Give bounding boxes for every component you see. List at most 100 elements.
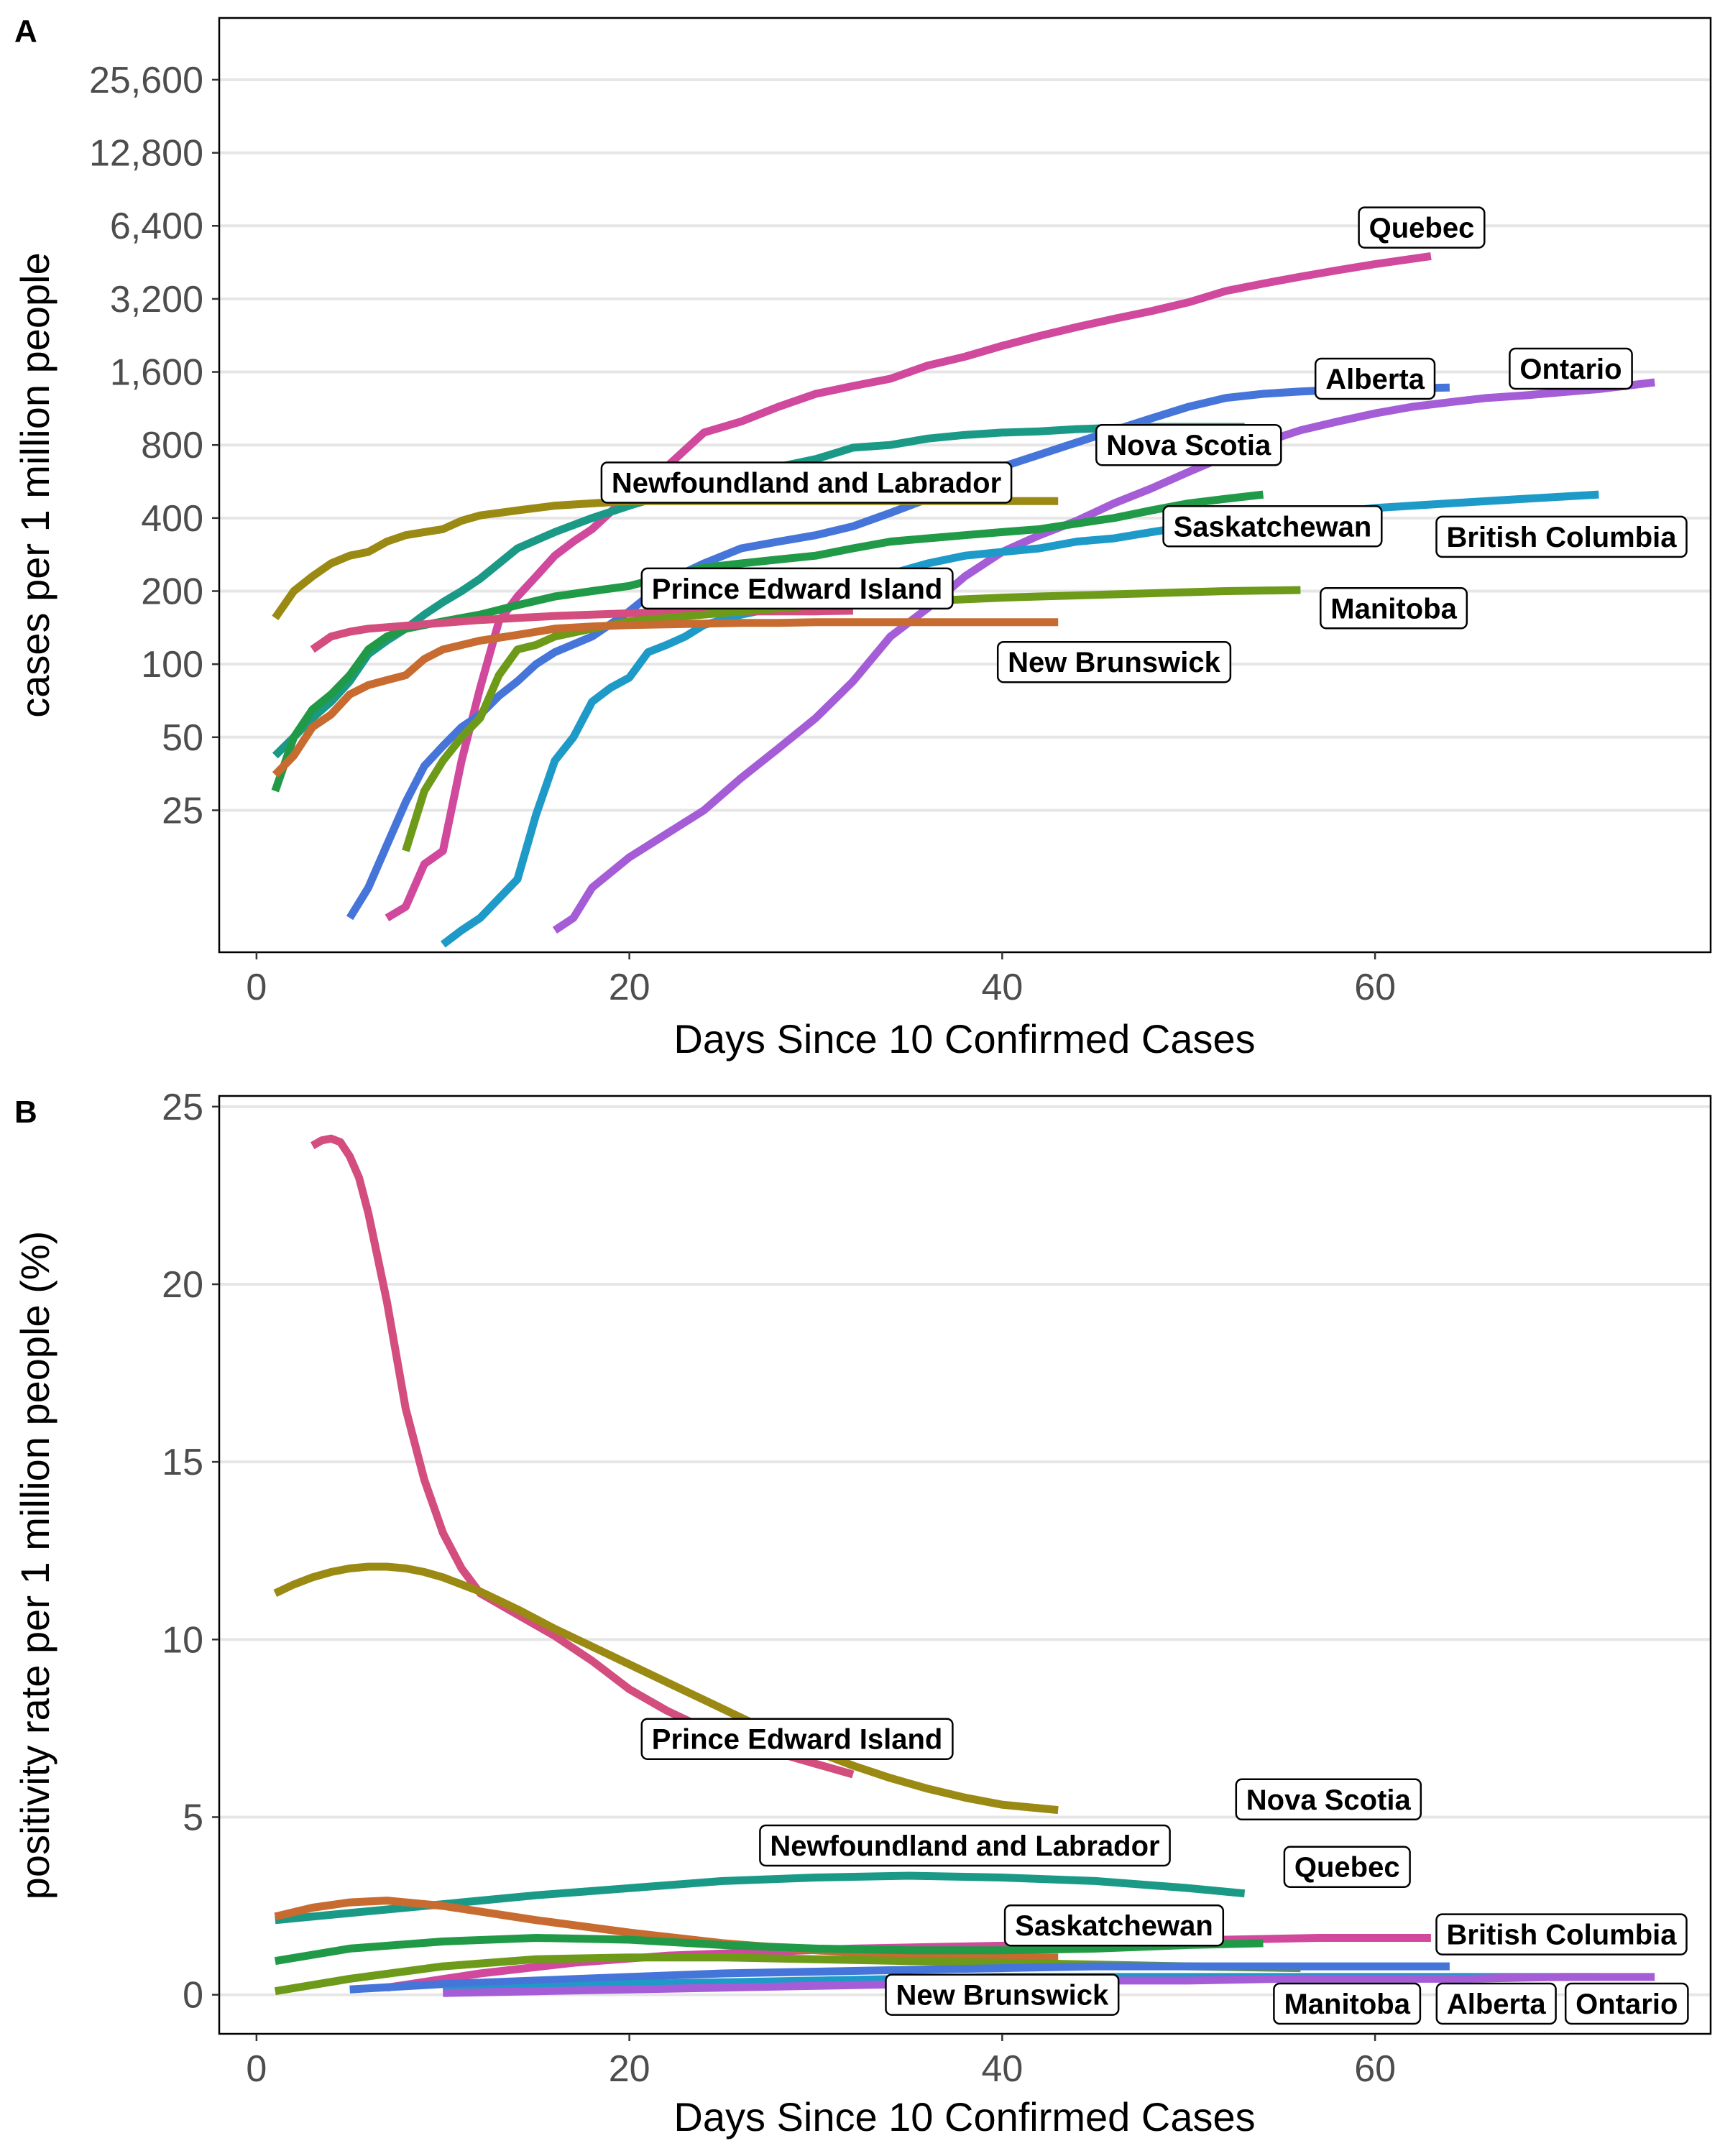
panel-b-label-text: Manitoba [1284,1989,1410,2020]
panel-b-label-text: New Brunswick [896,1980,1109,2012]
panel-a: A 25501002004008001,6003,2006,40012,8002… [12,14,1712,1061]
panel-b-label-ontario: Ontario [1564,1982,1689,2025]
panel-a-y-tick-label: 400 [141,498,203,540]
panel-a-label-text: New Brunswick [1008,647,1220,678]
panel-b: B 0 5 10 15 20 25 0 20 40 60 Prince Edward Islan… [12,1087,1712,2139]
panel-a-label-newfoundland-and-labrador: Newfoundland and Labrador [600,461,1013,504]
panel-b-label-text: Quebec [1294,1852,1400,1884]
panel-b-label-text: Saskatchewan [1015,1910,1213,1942]
panel-b-label-text: Prince Edward Island [652,1724,943,1756]
panel-b-y-tick-label: 5 [183,1797,203,1838]
panel-b-label-text: Newfoundland and Labrador [770,1830,1159,1862]
panel-a-series-new-brunswick [272,618,1059,778]
panel-b-label-box [1273,1982,1422,2025]
panel-b-label-box [1564,1982,1689,2025]
panel-b-label-nova-scotia: Nova Scotia [1235,1778,1422,1821]
panel-a-x-tick-label: 40 [981,967,1023,1008]
panel-b-x-tick-label: 0 [246,2048,267,2090]
panel-b-label-saskatchewan: Saskatchewan [1003,1904,1225,1947]
panel-a-label-box [996,640,1232,683]
panel-a-label-nova-scotia: Nova Scotia [1095,423,1282,466]
panel-b-y-tick-label: 25 [162,1087,203,1128]
panel-b-label-newfoundland-and-labrador: Newfoundland and Labrador [759,1824,1171,1867]
panel-b-label-box [885,1973,1120,2016]
panel-a-label-british-columbia: British Columbia [1435,515,1688,558]
panel-a-series-alberta [346,383,1450,921]
panel-a-labels: Quebec Ontario Alberta British Columbia Nova… [600,206,1688,683]
panel-b-label-box [1003,1904,1225,1947]
panel-b-series-saskatchewan [274,1934,1264,1966]
panel-a-label-box [640,567,954,610]
panel-b-x-tick-label: 40 [981,2048,1023,2090]
panel-a-label-saskatchewan: Saskatchewan [1162,505,1383,548]
panel-a-label-text: Quebec [1369,213,1475,244]
panel-a-label-new-brunswick: New Brunswick [996,640,1232,683]
panel-a-label-box [1162,505,1383,548]
panel-b-y-ticks: 0 5 10 15 20 25 [162,1087,219,2017]
panel-b-label-box [1283,1846,1411,1888]
panel-a-label-text: British Columbia [1446,522,1677,553]
panel-a-label-box [600,461,1013,504]
panel-a-y-tick-label: 1,600 [110,352,203,394]
panel-a-label-text: Saskatchewan [1174,511,1372,543]
panel-a-frame [218,17,1712,954]
panel-a-label-text: Alberta [1325,364,1425,395]
panel-b-label-new-brunswick: New Brunswick [885,1973,1120,2016]
panel-a-label-ontario: Ontario [1509,347,1633,390]
panel-b-label-text: Nova Scotia [1246,1784,1412,1816]
panel-b-x-tick-label: 60 [1354,2048,1396,2090]
panel-a-y-tick-label: 3,200 [110,279,203,321]
panel-b-x-ticks: 0 20 40 60 [246,2034,1396,2090]
panel-b-y-axis-title: positivity rate per 1 million people (%) [12,1231,58,1900]
panel-a-label-text: Manitoba [1330,593,1457,625]
panel-b-label-text: Ontario [1576,1989,1678,2020]
panel-b-label-box [1435,1982,1557,2025]
panel-a-label-box [1314,357,1436,400]
panel-b-letter: B [14,1095,37,1130]
panel-b-x-tick-label: 20 [609,2048,650,2090]
panel-b-label-box [759,1824,1171,1867]
panel-b-x-axis-title: Days Since 10 Confirmed Cases [673,2094,1255,2139]
panel-a-y-tick-label: 25,600 [89,60,203,101]
panel-b-y-tick-label: 0 [183,1975,203,2017]
panel-b-label-manitoba: Manitoba [1273,1982,1422,2025]
panel-b-label-box [1235,1778,1422,1821]
panel-a-label-text: Prince Edward Island [652,573,943,605]
panel-a-label-box [1095,423,1282,466]
panel-a-label-box [1320,587,1468,630]
panel-a-x-ticks: 0 20 40 60 [246,952,1396,1008]
panel-a-y-tick-label: 12,800 [89,133,203,175]
panel-a-y-tick-label: 50 [162,717,203,759]
panel-a-label-text: Ontario [1519,354,1622,385]
panel-b-label-box [1435,1913,1688,1955]
panel-b-label-alberta: Alberta [1435,1982,1557,2025]
panel-a-y-axis-title: cases per 1 million people [12,252,58,717]
panel-a-letter: A [14,14,37,49]
panel-a-label-manitoba: Manitoba [1320,587,1468,630]
panel-b-series-newfoundland-and-labrador [273,1562,1059,1815]
panel-a-y-tick-label: 25 [162,790,203,831]
panel-b-frame [218,1095,1712,2035]
panel-a-y-tick-label: 6,400 [110,206,203,247]
panel-b-label-text: Alberta [1447,1989,1547,2020]
panel-b-labels: Prince Edward Island Newfoundland and Lab… [640,1718,1689,2025]
panel-b-label-quebec: Quebec [1283,1846,1411,1888]
panel-a-y-ticks: 25 50 100 200 400 800 1,600 3,200 6,400 12,800 25,… [89,60,219,831]
panel-a-y-tick-label: 200 [141,571,203,612]
panel-a-x-tick-label: 20 [609,967,650,1008]
panel-a-y-tick-label: 800 [141,425,203,466]
panel-b-y-tick-label: 10 [162,1619,203,1661]
panel-a-label-text: Nova Scotia [1106,430,1271,461]
panel-b-label-prince-edward-island: Prince Edward Island [640,1718,954,1760]
panel-a-label-prince-edward-island: Prince Edward Island [640,567,954,610]
panel-a-label-box [1435,515,1688,558]
panel-b-y-tick-label: 20 [162,1264,203,1306]
panel-b-series-alberta [349,1962,1450,1994]
panel-b-label-text: British Columbia [1446,1920,1677,1951]
panel-b-label-box [640,1718,954,1760]
panel-b-label-british-columbia: British Columbia [1435,1913,1688,1955]
panel-a-label-box [1358,206,1486,249]
panel-a-series-quebec [385,252,1432,922]
panel-a-y-tick-label: 100 [141,644,203,686]
